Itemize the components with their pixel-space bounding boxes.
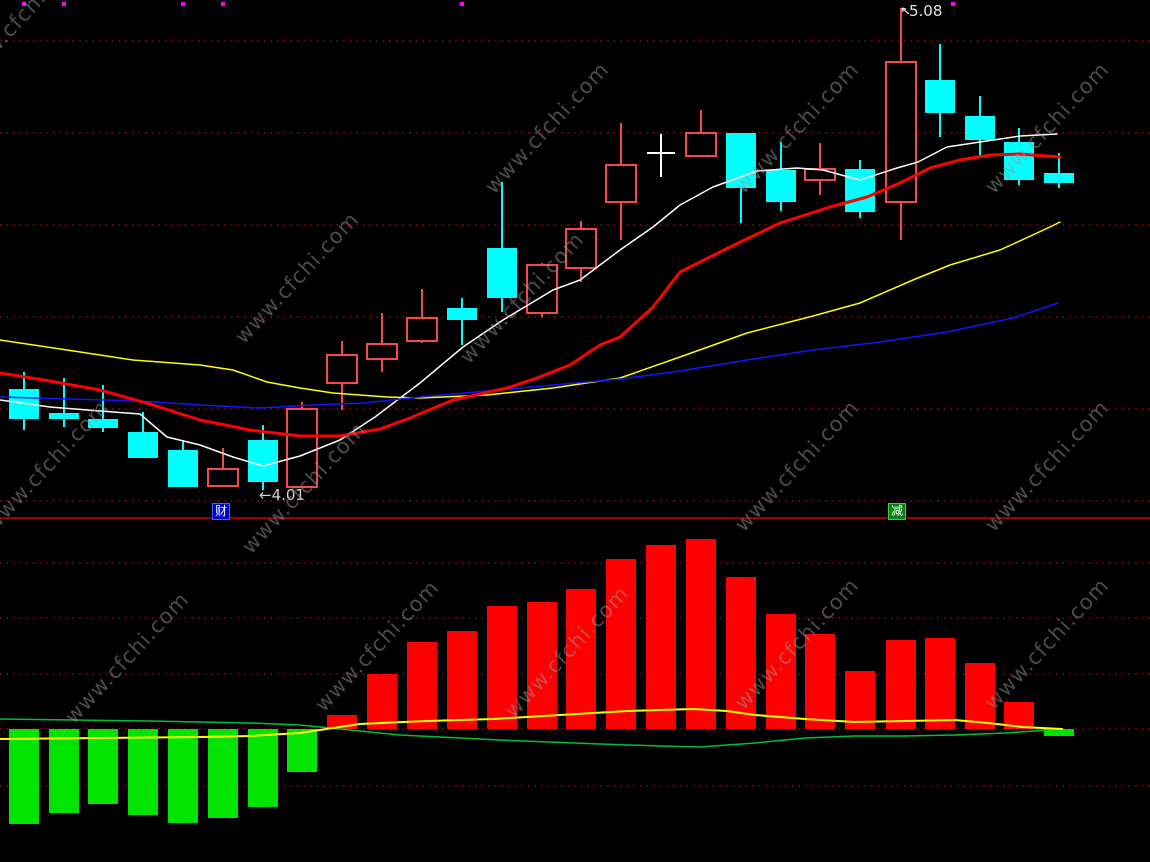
- signal-dot: [181, 2, 185, 6]
- candle-body-down: [447, 308, 477, 320]
- indicator-bar: [646, 545, 676, 729]
- candle-body-down: [766, 170, 796, 202]
- indicator-bar: [208, 729, 238, 818]
- indicator-bar: [686, 539, 716, 729]
- signal-dot: [62, 2, 66, 6]
- candle-body-up: [286, 408, 318, 488]
- candle-body-down: [965, 116, 995, 140]
- indicator-bar: [248, 729, 278, 807]
- indicator-bar: [805, 634, 835, 729]
- ma-white-line: [0, 133, 1058, 467]
- candle-body-up: [326, 354, 358, 384]
- sell-signal-badge[interactable]: 减: [888, 503, 907, 520]
- indicator-bar: [886, 640, 916, 729]
- signal-dot: [22, 2, 26, 6]
- ma-yellow-line: [0, 221, 1061, 399]
- candle-body-up: [804, 168, 836, 181]
- ma-red-line: [0, 152, 1062, 438]
- high-price-label: 5.08: [909, 2, 943, 20]
- candle-body-down: [168, 450, 198, 487]
- candle-body-up: [366, 343, 398, 360]
- low-price-label: ←4.01: [259, 486, 305, 504]
- candle-body-down: [49, 413, 79, 419]
- candle-body-down: [248, 440, 278, 482]
- buy-signal-badge[interactable]: 财: [212, 503, 231, 520]
- candle-body-down: [726, 133, 756, 188]
- indicator-bar: [1044, 729, 1074, 736]
- candle-body-down: [88, 419, 118, 428]
- indicator-bar: [88, 729, 118, 804]
- indicator-bar: [128, 729, 158, 815]
- indicator-bar: [766, 614, 796, 729]
- indicator-bar: [487, 606, 517, 729]
- candle-body-down: [845, 169, 875, 212]
- candle-body-up: [685, 132, 717, 157]
- indicator-bar: [168, 729, 198, 823]
- indicator-bar: [49, 729, 79, 813]
- ma-blue-line: [0, 302, 1059, 409]
- indicator-bar: [367, 674, 397, 729]
- candle-body-up: [207, 468, 239, 487]
- ind-green-line: [0, 718, 1063, 748]
- indicator-bar: [407, 642, 437, 729]
- indicator-bar: [606, 559, 636, 729]
- candle-body-down: [1004, 142, 1034, 180]
- signal-dot: [460, 2, 464, 6]
- indicator-bar: [287, 729, 317, 772]
- high-arrow-head: [901, 7, 904, 13]
- high-arrow-head: [901, 7, 907, 10]
- signal-dot: [221, 2, 225, 6]
- candle-body-down: [1044, 173, 1074, 183]
- candle-body-down: [925, 80, 955, 113]
- indicator-bar: [9, 729, 39, 824]
- high-arrow: [901, 7, 910, 15]
- indicator-bar: [447, 631, 477, 729]
- indicator-bar: [726, 577, 756, 729]
- indicator-bar: [845, 671, 875, 729]
- indicator-bar: [527, 602, 557, 729]
- candle-body-down: [487, 248, 517, 298]
- indicator-bar: [925, 638, 955, 729]
- candle-body-down: [128, 432, 158, 458]
- ind-yellow-line: [0, 708, 1063, 740]
- candle-body-up: [526, 264, 558, 314]
- signal-dot: [951, 2, 955, 6]
- candle-body-up: [406, 317, 438, 342]
- indicator-bar: [965, 663, 995, 729]
- candle-body-up: [565, 228, 597, 269]
- indicator-bar: [566, 589, 596, 729]
- candle-body-up: [605, 164, 637, 203]
